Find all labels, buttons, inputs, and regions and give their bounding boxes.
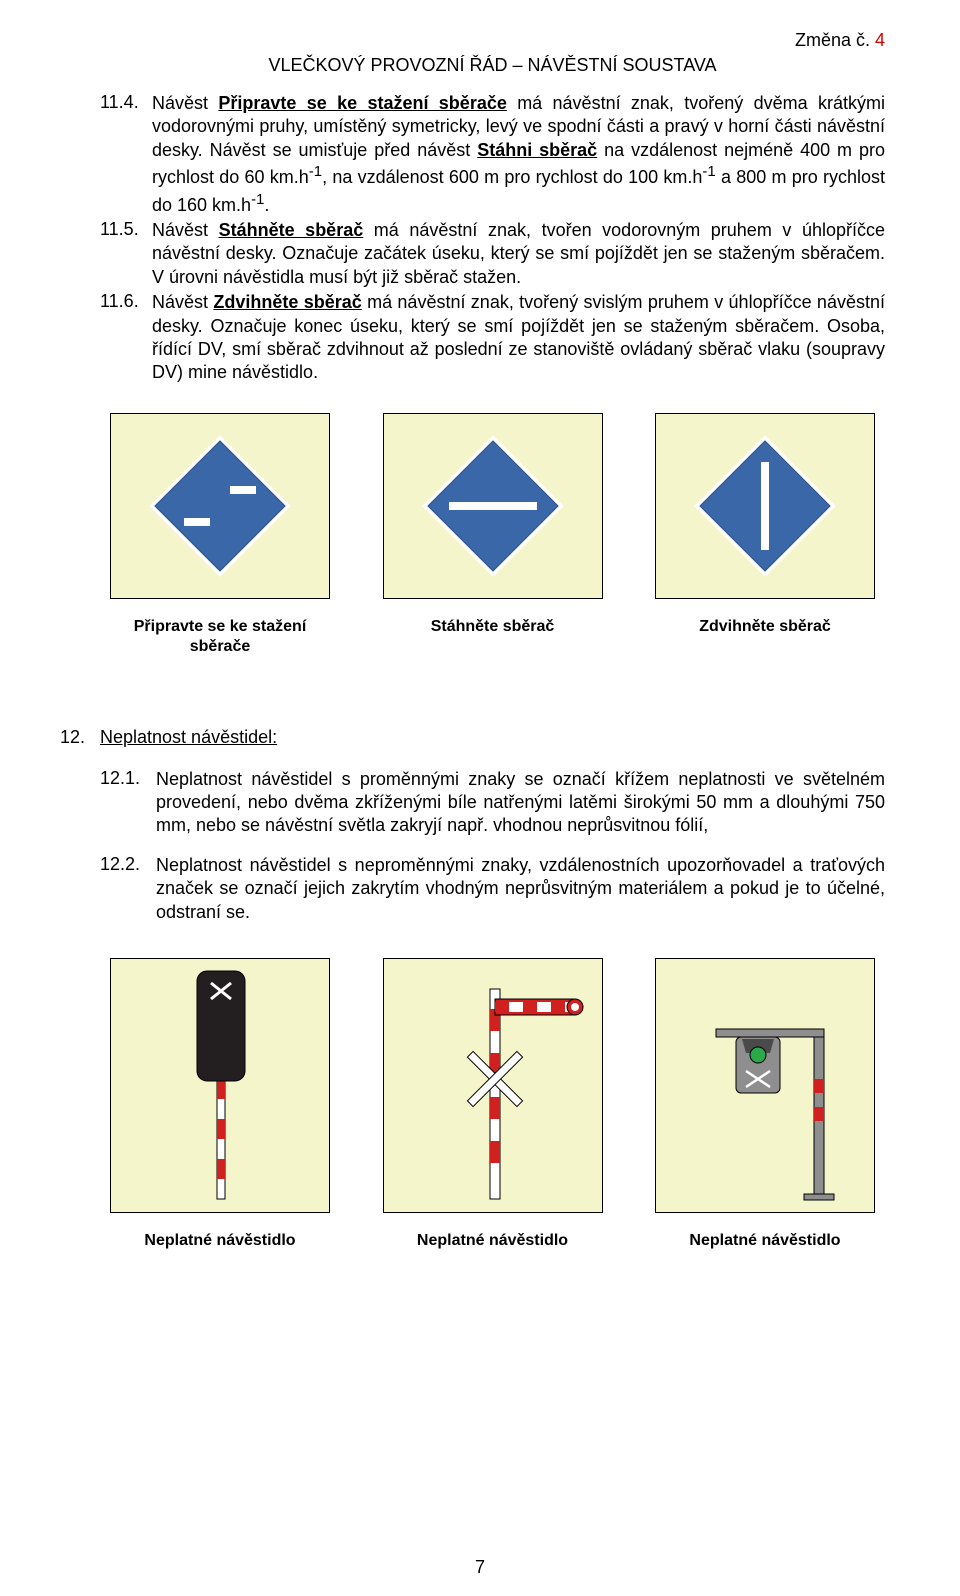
header-change: Změna č. 4	[100, 30, 885, 51]
diamond-sign-icon	[413, 426, 573, 586]
item-body: Návěst Stáhněte sběrač má návěstní znak,…	[152, 219, 885, 289]
invalid-signal-1	[110, 958, 330, 1213]
header-change-num: 4	[875, 30, 885, 50]
invalid-signal-3	[655, 958, 875, 1213]
header-change-label: Změna č.	[795, 30, 875, 50]
invalid-dwarf-signal-icon	[656, 959, 876, 1214]
caption: Neplatné návěstidlo	[110, 1231, 330, 1251]
signal-lower	[383, 413, 603, 599]
caption: Neplatné návěstidlo	[383, 1231, 603, 1251]
section-number: 12.	[60, 727, 100, 748]
item-number: 11.6.	[100, 291, 152, 385]
list-item-12-2: 12.2. Neplatnost návěstidel s neproměnný…	[100, 854, 885, 924]
signal-name: Zdvihněte sběrač	[213, 292, 361, 312]
signal-figures-row	[100, 413, 885, 599]
list-item-11-6: 11.6. Návěst Zdvihněte sběrač má návěstn…	[100, 291, 885, 385]
item-number: 11.5.	[100, 219, 152, 289]
signal-name: Stáhněte sběrač	[219, 220, 364, 240]
caption: Stáhněte sběrač	[383, 617, 603, 657]
diamond-sign-icon	[140, 426, 300, 586]
page-number: 7	[475, 1557, 485, 1578]
document-title: VLEČKOVÝ PROVOZNÍ ŘÁD – NÁVĚSTNÍ SOUSTAV…	[100, 55, 885, 76]
signal-prepare-lower	[110, 413, 330, 599]
caption: Zdvihněte sběrač	[655, 617, 875, 657]
list-item-12-1: 12.1. Neplatnost návěstidel s proměnnými…	[100, 768, 885, 838]
invalid-captions-row: Neplatné návěstidlo Neplatné návěstidlo …	[100, 1231, 885, 1251]
signal-captions-row: Připravte se ke stažení sběrače Stáhněte…	[100, 617, 885, 657]
signal-name: Stáhni sběrač	[477, 140, 597, 160]
item-number: 12.1.	[100, 768, 156, 838]
item-number: 11.4.	[100, 92, 152, 217]
invalid-signal-2	[383, 958, 603, 1213]
item-body: Návěst Připravte se ke stažení sběrače m…	[152, 92, 885, 217]
signal-raise	[655, 413, 875, 599]
invalid-semaphore-icon	[384, 959, 604, 1214]
invalid-light-signal-icon	[111, 959, 331, 1214]
diamond-sign-icon	[685, 426, 845, 586]
caption: Neplatné návěstidlo	[655, 1231, 875, 1251]
item-body: Neplatnost návěstidel s neproměnnými zna…	[156, 854, 885, 924]
invalid-figures-row	[100, 958, 885, 1213]
item-body: Neplatnost návěstidel s proměnnými znaky…	[156, 768, 885, 838]
item-body: Návěst Zdvihněte sběrač má návěstní znak…	[152, 291, 885, 385]
section-12-heading: 12. Neplatnost návěstidel:	[60, 727, 885, 748]
list-item-11-5: 11.5. Návěst Stáhněte sběrač má návěstní…	[100, 219, 885, 289]
signal-name: Připravte se ke stažení sběrače	[218, 93, 507, 113]
caption: Připravte se ke stažení sběrače	[110, 617, 330, 657]
section-title: Neplatnost návěstidel:	[100, 727, 277, 748]
list-item-11-4: 11.4. Návěst Připravte se ke stažení sbě…	[100, 92, 885, 217]
item-number: 12.2.	[100, 854, 156, 924]
